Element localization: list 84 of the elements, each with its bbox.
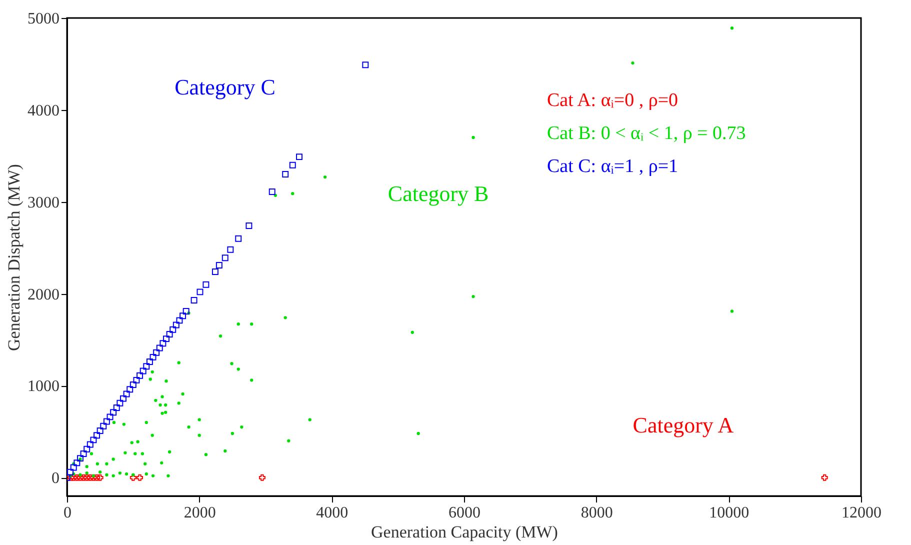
y-tick-label: 4000 bbox=[28, 102, 60, 120]
point bbox=[84, 446, 90, 452]
point bbox=[130, 382, 136, 388]
text: Cat A: αᵢ=0 , ρ=0 bbox=[547, 90, 678, 111]
point bbox=[94, 432, 100, 439]
y-tick-label: 3000 bbox=[28, 194, 60, 212]
point bbox=[113, 404, 120, 411]
point bbox=[216, 262, 222, 269]
point bbox=[94, 474, 100, 481]
point bbox=[80, 474, 87, 481]
point bbox=[126, 386, 134, 393]
x-tick-label: 10000 bbox=[709, 504, 750, 522]
point bbox=[100, 422, 107, 430]
point bbox=[180, 312, 186, 320]
point bbox=[116, 400, 124, 406]
point bbox=[146, 358, 153, 366]
point bbox=[106, 414, 114, 420]
point bbox=[170, 326, 176, 333]
y-tick-label: 2000 bbox=[28, 286, 60, 304]
point bbox=[821, 474, 828, 481]
point bbox=[133, 376, 140, 384]
x-tick-label: 2000 bbox=[184, 504, 216, 522]
point bbox=[227, 246, 234, 253]
point bbox=[362, 62, 369, 68]
point bbox=[182, 308, 190, 314]
point bbox=[150, 354, 156, 360]
x-tick-label: 8000 bbox=[580, 504, 613, 522]
point bbox=[74, 460, 80, 466]
point bbox=[68, 474, 74, 481]
point bbox=[140, 368, 146, 374]
point bbox=[74, 474, 80, 481]
point bbox=[258, 474, 266, 481]
text: Cat B: 0 < αᵢ < 1, ρ = 0.73 bbox=[547, 123, 746, 144]
text: Cat C: αᵢ=1 , ρ=1 bbox=[547, 156, 678, 177]
y-tick-label: 5000 bbox=[28, 10, 60, 28]
point bbox=[176, 317, 183, 324]
point bbox=[84, 474, 90, 481]
point bbox=[222, 254, 228, 262]
point bbox=[156, 344, 163, 352]
point bbox=[86, 474, 94, 481]
annotation: Category C bbox=[174, 74, 276, 100]
point bbox=[190, 296, 198, 304]
point bbox=[166, 330, 173, 338]
point bbox=[136, 474, 144, 481]
point bbox=[96, 474, 104, 481]
point bbox=[123, 390, 130, 398]
point bbox=[80, 450, 87, 457]
point bbox=[90, 474, 97, 481]
point bbox=[76, 455, 84, 462]
x-tick-label: 0 bbox=[64, 504, 72, 522]
point bbox=[86, 441, 94, 448]
point bbox=[289, 162, 296, 168]
point bbox=[268, 188, 276, 195]
x-tick-label: 6000 bbox=[448, 504, 480, 522]
point bbox=[246, 222, 252, 229]
point bbox=[282, 171, 289, 178]
point bbox=[202, 281, 210, 288]
point bbox=[76, 474, 84, 481]
x-tick-label: 12000 bbox=[842, 504, 882, 522]
point bbox=[235, 235, 242, 242]
y-tick-label: 1000 bbox=[28, 378, 60, 396]
point bbox=[212, 268, 218, 275]
point bbox=[160, 340, 166, 347]
point bbox=[70, 464, 77, 471]
x-axis-title: Generation Capacity (MW) bbox=[371, 522, 558, 542]
annotation: Category B bbox=[388, 180, 489, 206]
point bbox=[110, 409, 117, 416]
point bbox=[136, 372, 144, 379]
y-tick-label: 0 bbox=[52, 470, 60, 488]
point bbox=[130, 474, 136, 481]
point bbox=[67, 468, 74, 476]
point bbox=[103, 418, 110, 425]
point bbox=[90, 436, 97, 444]
point bbox=[196, 288, 204, 296]
point bbox=[96, 427, 104, 434]
point bbox=[143, 363, 150, 370]
annotation: Category A bbox=[632, 412, 734, 438]
point bbox=[163, 336, 170, 342]
point bbox=[296, 154, 302, 160]
point bbox=[153, 349, 160, 356]
y-axis-title: Generation Dispatch (MW) bbox=[4, 164, 24, 351]
x-tick-label: 4000 bbox=[316, 504, 348, 522]
point bbox=[120, 395, 126, 402]
point bbox=[172, 322, 180, 328]
